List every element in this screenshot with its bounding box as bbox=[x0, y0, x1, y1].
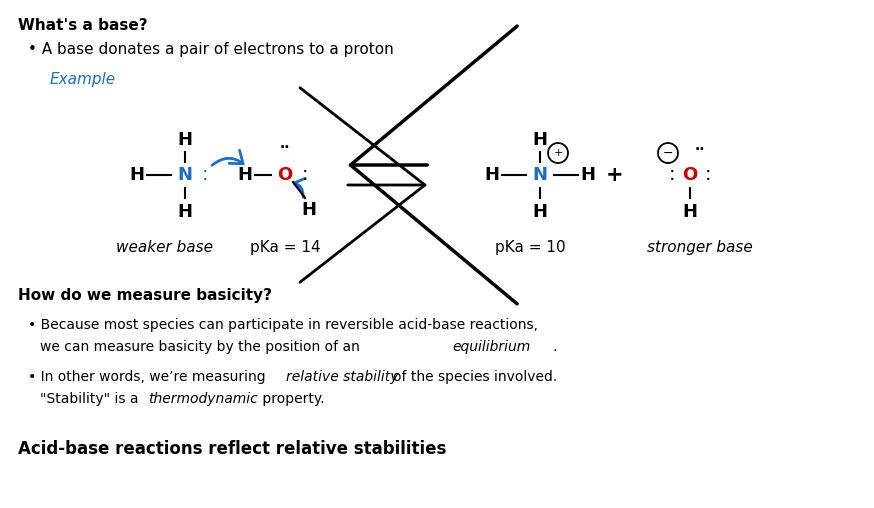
Text: pKa = 10: pKa = 10 bbox=[495, 240, 565, 255]
Text: :: : bbox=[704, 166, 711, 184]
Text: H: H bbox=[532, 203, 547, 221]
Text: H: H bbox=[580, 166, 595, 184]
Text: property.: property. bbox=[258, 392, 324, 406]
Text: "Stability" is a: "Stability" is a bbox=[40, 392, 142, 406]
Text: +: + bbox=[607, 165, 624, 185]
Text: H: H bbox=[238, 166, 253, 184]
Text: of the species involved.: of the species involved. bbox=[393, 370, 558, 384]
FancyArrowPatch shape bbox=[212, 150, 243, 165]
Text: ··: ·· bbox=[695, 143, 705, 157]
Text: :: : bbox=[202, 166, 208, 184]
Text: we can measure basicity by the position of an: we can measure basicity by the position … bbox=[40, 340, 364, 354]
Text: equilibrium: equilibrium bbox=[452, 340, 531, 354]
Text: relative stability: relative stability bbox=[286, 370, 399, 384]
Text: How do we measure basicity?: How do we measure basicity? bbox=[18, 288, 272, 303]
Text: What's a base?: What's a base? bbox=[18, 18, 148, 33]
FancyArrowPatch shape bbox=[294, 178, 305, 197]
Text: H: H bbox=[532, 131, 547, 149]
Text: stronger base: stronger base bbox=[647, 240, 753, 255]
Text: .: . bbox=[552, 340, 557, 354]
Text: +: + bbox=[553, 148, 563, 158]
Text: weaker base: weaker base bbox=[116, 240, 213, 255]
Text: −: − bbox=[662, 146, 673, 160]
Text: H: H bbox=[129, 166, 144, 184]
Text: Example: Example bbox=[50, 72, 116, 87]
Text: H: H bbox=[683, 203, 697, 221]
Text: :: : bbox=[302, 166, 309, 184]
Text: O: O bbox=[277, 166, 293, 184]
Text: • In other words, we’re measuring: • In other words, we’re measuring bbox=[28, 370, 270, 384]
Text: N: N bbox=[532, 166, 547, 184]
Text: H: H bbox=[484, 166, 500, 184]
Text: :: : bbox=[669, 166, 676, 184]
Text: ··: ·· bbox=[280, 141, 290, 155]
Text: • Because most species can participate in reversible acid-base reactions,: • Because most species can participate i… bbox=[28, 318, 538, 332]
Text: thermodynamic: thermodynamic bbox=[148, 392, 258, 406]
Text: O: O bbox=[683, 166, 697, 184]
Text: • A base donates a pair of electrons to a proton: • A base donates a pair of electrons to … bbox=[28, 42, 394, 57]
Text: H: H bbox=[177, 131, 192, 149]
Text: pKa = 14: pKa = 14 bbox=[250, 240, 320, 255]
Text: H: H bbox=[177, 203, 192, 221]
Text: H: H bbox=[302, 201, 316, 219]
Text: Acid-base reactions reflect relative stabilities: Acid-base reactions reflect relative sta… bbox=[18, 440, 447, 458]
Text: N: N bbox=[177, 166, 192, 184]
